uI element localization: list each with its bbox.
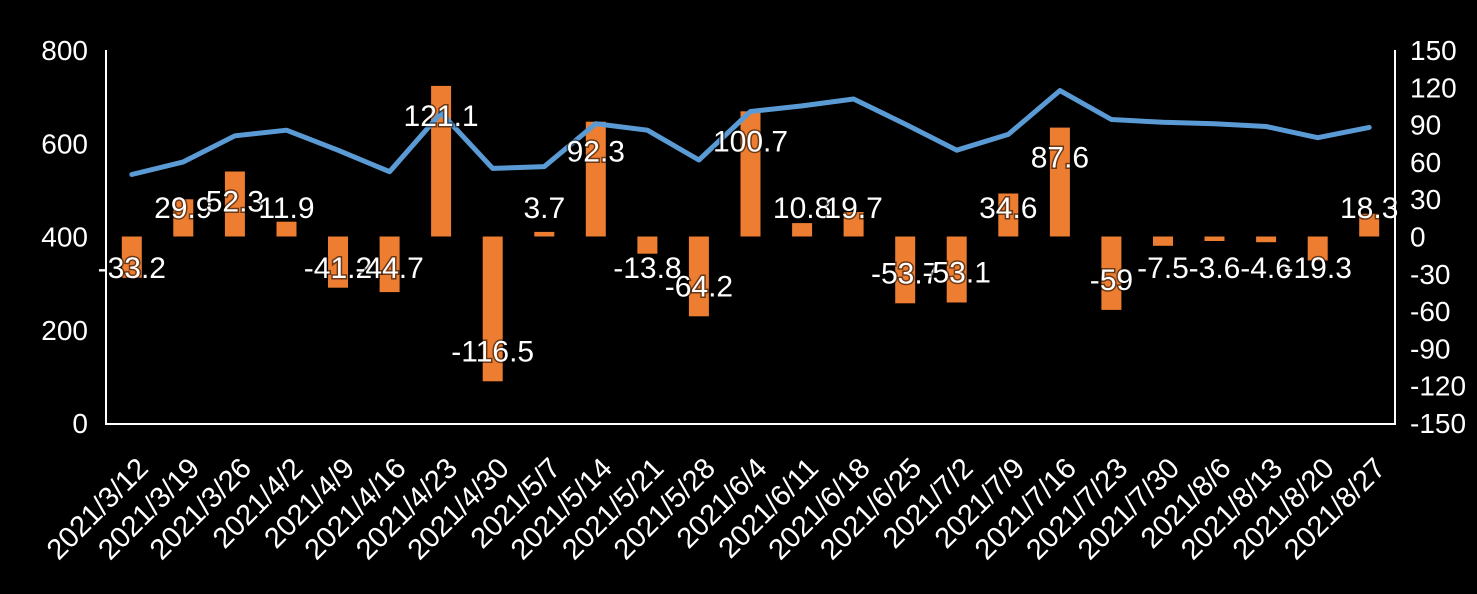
bar-data-label: 100.7	[713, 125, 788, 158]
right-axis-tick-label: 90	[1410, 110, 1441, 141]
bar	[534, 231, 555, 237]
bar-data-label: -13.8	[613, 252, 681, 285]
right-axis-tick-label: 150	[1410, 35, 1457, 66]
right-axis-tick-label: 30	[1410, 184, 1441, 215]
bar	[792, 223, 813, 237]
bar	[998, 193, 1019, 237]
bar	[379, 236, 400, 293]
bar-data-label: 121.1	[404, 100, 479, 133]
bar	[740, 111, 761, 237]
bar-data-label: -33.2	[98, 252, 166, 285]
left-axis-tick-label: 200	[41, 315, 88, 346]
bar	[1101, 236, 1122, 310]
bar	[276, 221, 297, 237]
bar	[637, 236, 658, 254]
bar	[121, 236, 142, 278]
bar-data-label: -3.6	[1189, 252, 1241, 285]
bar	[224, 171, 245, 237]
bar-data-label: -4.6	[1240, 252, 1292, 285]
bar-data-label: 34.6	[979, 192, 1037, 225]
bar-data-label: 11.9	[258, 192, 314, 225]
bar	[1307, 236, 1328, 261]
right-axis-tick-label: -30	[1410, 259, 1450, 290]
bar-data-label: 52.3	[206, 186, 264, 219]
bar-data-label: -59	[1090, 264, 1133, 297]
bar-data-label: 87.6	[1031, 142, 1089, 175]
right-axis-tick-label: -60	[1410, 296, 1450, 327]
right-axis-tick-label: -90	[1410, 333, 1450, 364]
bar-data-label: 92.3	[567, 136, 625, 169]
bar	[1359, 213, 1380, 237]
left-axis-tick-label: 0	[72, 408, 88, 439]
bar	[431, 85, 452, 237]
bar	[173, 199, 194, 237]
bar-data-label: 10.8	[773, 192, 831, 225]
bar	[1049, 127, 1070, 237]
right-axis-tick-label: 120	[1410, 72, 1457, 103]
bar	[1256, 236, 1277, 243]
bar	[946, 236, 967, 303]
bar-data-label: -53.7	[871, 257, 939, 290]
bar-data-label: 18.3	[1340, 192, 1398, 225]
bar-data-label: 29.9	[154, 192, 212, 225]
bar-data-label: -53.1	[923, 257, 991, 290]
bar-data-label: -7.5	[1137, 252, 1189, 285]
bar	[1153, 236, 1173, 246]
bar-data-label: -19.3	[1284, 252, 1352, 285]
right-axis-tick-label: -120	[1410, 371, 1466, 402]
bar	[482, 236, 503, 382]
left-axis-tick-label: 600	[41, 128, 88, 159]
right-axis-tick-label: 60	[1410, 147, 1441, 178]
bar	[688, 236, 709, 317]
line-series	[129, 88, 1372, 177]
bar-data-label: -41.2	[304, 252, 372, 285]
left-axis-tick-label: 400	[41, 222, 88, 253]
bar	[895, 236, 916, 304]
right-axis-tick-label: -150	[1410, 408, 1466, 439]
bar	[1204, 236, 1225, 241]
bar-data-label: -44.7	[355, 252, 423, 285]
bar-data-label: -116.5	[451, 335, 534, 368]
bar	[843, 212, 864, 237]
bar-data-label: -64.2	[665, 270, 733, 303]
left-axis-tick-label: 800	[41, 35, 88, 66]
right-axis-tick-label: 0	[1410, 222, 1426, 253]
bar	[585, 121, 606, 237]
bar-data-label: 3.7	[523, 192, 565, 225]
bar-data-label: 19.7	[824, 192, 882, 225]
bar	[328, 236, 348, 288]
